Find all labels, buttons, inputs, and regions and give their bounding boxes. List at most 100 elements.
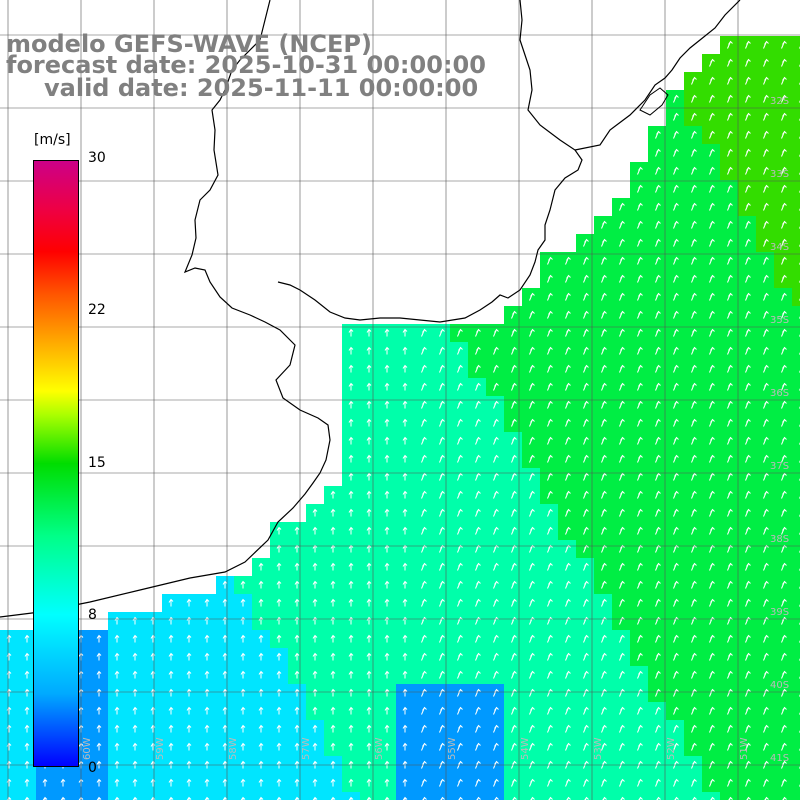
wind-arrow (709, 436, 715, 445)
wind-arrow (475, 634, 481, 643)
wind-arrow (529, 544, 535, 553)
wind-arrow (457, 472, 463, 481)
wind-arrow (402, 400, 408, 409)
wind-arrow (745, 292, 751, 301)
wind-arrow (547, 526, 553, 535)
wind-cell (432, 792, 450, 800)
wind-cell (270, 792, 288, 800)
wind-arrow (529, 508, 535, 517)
wind-arrow (493, 778, 499, 787)
wind-cell (792, 702, 800, 720)
wind-arrow (709, 454, 715, 463)
wind-arrow (763, 472, 769, 481)
wind-arrow (601, 364, 607, 373)
wind-arrow (529, 652, 535, 661)
wind-arrow (276, 634, 282, 643)
wind-cell (792, 666, 800, 684)
wind-arrow (330, 562, 336, 571)
wind-arrow (529, 436, 535, 445)
wind-arrow (781, 256, 787, 265)
wind-arrow (763, 580, 769, 589)
wind-arrow (763, 670, 769, 679)
wind-arrow (763, 364, 769, 373)
wind-arrow (511, 688, 517, 697)
lon-label: 55W (447, 737, 458, 760)
wind-arrow (781, 454, 787, 463)
wind-arrow (24, 724, 30, 733)
wind-arrow (745, 130, 751, 139)
wind-arrow (673, 706, 679, 715)
wind-arrow (366, 328, 372, 337)
wind-arrow (258, 580, 264, 589)
wind-arrow (691, 184, 697, 193)
wind-arrow (384, 724, 390, 733)
wind-arrow (673, 166, 679, 175)
wind-arrow (637, 508, 643, 517)
wind-arrow (727, 436, 733, 445)
wind-arrow (781, 238, 787, 247)
wind-arrow (366, 418, 372, 427)
wind-arrow (709, 778, 715, 787)
wind-arrow (132, 634, 138, 643)
wind-arrow (745, 706, 751, 715)
wind-arrow (204, 724, 210, 733)
wind-arrow (691, 94, 697, 103)
wind-arrow (312, 580, 318, 589)
wind-arrow (421, 580, 427, 589)
wind-arrow (493, 580, 499, 589)
wind-arrow (42, 778, 48, 787)
lat-label: 37S (770, 461, 789, 472)
wind-arrow (366, 652, 372, 661)
wind-arrow (727, 76, 733, 85)
wind-cell (792, 540, 800, 558)
wind-cell (576, 792, 594, 800)
wind-arrow (547, 634, 553, 643)
wind-arrow (24, 670, 30, 679)
wind-arrow (727, 418, 733, 427)
wind-arrow (763, 742, 769, 751)
wind-arrow (132, 688, 138, 697)
wind-arrow (601, 526, 607, 535)
wind-arrow (421, 526, 427, 535)
lat-label: 38S (770, 534, 789, 545)
wind-arrow (781, 76, 787, 85)
wind-arrow (6, 706, 12, 715)
wind-arrow (565, 706, 571, 715)
wind-arrow (132, 652, 138, 661)
wind-arrow (619, 706, 625, 715)
wind-arrow (601, 472, 607, 481)
wind-cell (252, 792, 270, 800)
wind-arrow (384, 580, 390, 589)
wind-arrow (240, 724, 246, 733)
wind-arrow (402, 724, 408, 733)
wind-arrow (619, 742, 625, 751)
wind-arrow (709, 634, 715, 643)
wind-arrow (727, 256, 733, 265)
wind-arrow (781, 508, 787, 517)
lon-label: 54W (520, 737, 531, 760)
wind-arrow (583, 472, 589, 481)
wind-arrow (294, 634, 300, 643)
wind-arrow (511, 490, 517, 499)
wind-arrow (114, 742, 120, 751)
wind-arrow (529, 472, 535, 481)
wind-arrow (727, 166, 733, 175)
wind-arrow (384, 544, 390, 553)
wind-arrow (330, 670, 336, 679)
wind-arrow (511, 418, 517, 427)
wind-arrow (493, 562, 499, 571)
wind-arrow (583, 256, 589, 265)
wind-arrow (294, 544, 300, 553)
wind-arrow (6, 688, 12, 697)
wind-cell (792, 108, 800, 126)
wind-arrow (475, 436, 481, 445)
wind-arrow (619, 562, 625, 571)
wind-arrow (547, 382, 553, 391)
wind-arrow (781, 634, 787, 643)
wind-cell (792, 252, 800, 270)
wind-arrow (655, 598, 661, 607)
wind-arrow (330, 526, 336, 535)
wind-arrow (294, 562, 300, 571)
wind-arrow (294, 580, 300, 589)
wind-arrow (727, 634, 733, 643)
